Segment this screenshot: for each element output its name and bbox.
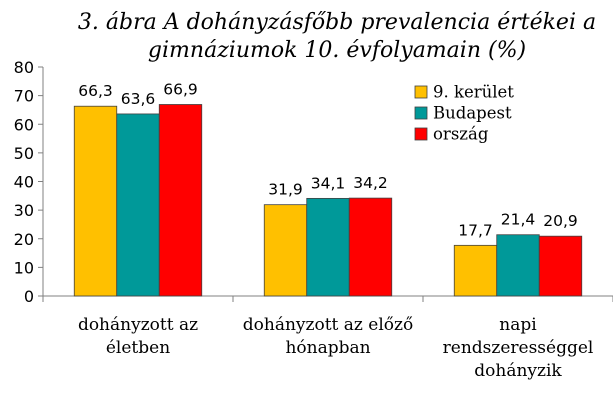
data-label: 31,9 xyxy=(268,181,303,199)
y-tick-label: 50 xyxy=(14,144,34,163)
bar xyxy=(348,197,393,297)
category-label: dohányzott az előző xyxy=(243,315,413,335)
category-label: hónapban xyxy=(285,338,370,358)
legend-label: 9. kerület xyxy=(433,83,514,102)
bar xyxy=(158,104,203,297)
legend: 9. kerület Budapest ország xyxy=(414,83,514,144)
y-tick-label: 10 xyxy=(14,258,34,277)
data-label: 21,4 xyxy=(501,211,536,229)
data-label: 66,3 xyxy=(78,82,113,100)
chart-title: 3. ábra A dohányzásfőbb prevalencia érté… xyxy=(78,10,596,63)
data-label: 63,6 xyxy=(121,90,156,108)
category-label: napi xyxy=(499,315,537,335)
bars xyxy=(73,104,583,297)
bar xyxy=(496,234,540,297)
legend-swatch xyxy=(414,127,428,141)
category-labels: dohányzott az életben dohányzott az előző h… xyxy=(78,315,593,381)
axes: 0 10 20 30 40 50 60 70 80 xyxy=(14,58,613,306)
data-label: 34,1 xyxy=(311,174,346,192)
y-tick-label: 40 xyxy=(14,173,34,192)
category-label: dohányzik xyxy=(474,361,562,381)
bar xyxy=(73,105,118,297)
y-tick-label: 60 xyxy=(14,115,34,134)
chart-title-line-2: gimnáziumok 10. évfolyamain (%) xyxy=(148,38,526,63)
legend-label: ország xyxy=(433,125,489,144)
chart-title-line-1: 3. ábra A dohányzásfőbb prevalencia érté… xyxy=(78,10,596,35)
legend-label: Budapest xyxy=(433,104,512,123)
y-tick-label: 30 xyxy=(14,201,34,220)
y-tick-label: 80 xyxy=(14,58,34,77)
data-label: 17,7 xyxy=(458,221,493,239)
y-tick-label: 0 xyxy=(24,287,34,306)
bar xyxy=(306,197,350,297)
data-label: 66,9 xyxy=(163,80,198,98)
bar xyxy=(453,244,498,297)
category-label: rendszerességgel xyxy=(443,338,594,358)
y-tick-label: 20 xyxy=(14,230,34,249)
bar xyxy=(263,204,308,297)
data-label: 20,9 xyxy=(543,212,578,230)
category-label: dohányzott az xyxy=(78,315,198,335)
legend-swatch xyxy=(414,106,428,120)
bar xyxy=(538,235,583,297)
legend-swatch xyxy=(414,85,428,99)
data-labels: 66,3 63,6 66,9 31,9 34,1 34,2 17,7 21,4 20,9 xyxy=(78,80,578,239)
category-label: életben xyxy=(106,338,170,358)
y-tick-label: 70 xyxy=(14,87,34,106)
bar xyxy=(116,113,160,297)
data-label: 34,2 xyxy=(353,174,388,192)
